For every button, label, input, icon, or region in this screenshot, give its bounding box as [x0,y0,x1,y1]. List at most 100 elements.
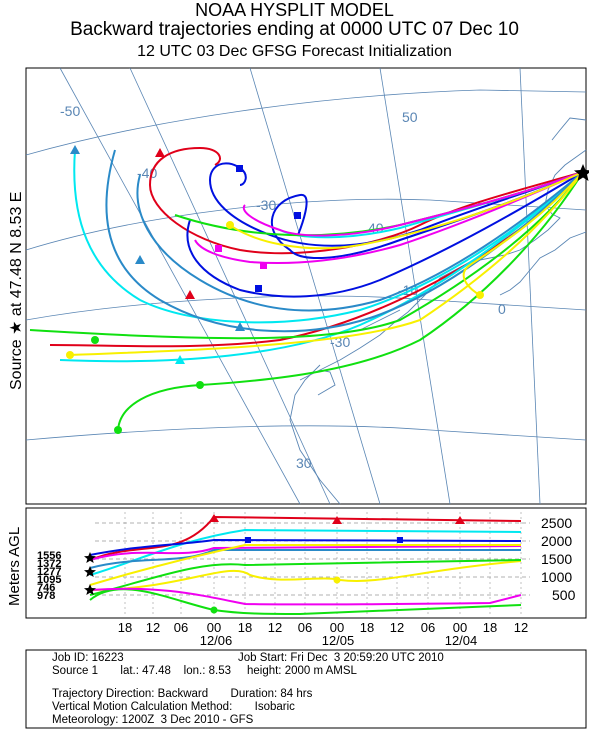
marker [91,336,99,344]
date-label: 12/05 [322,633,355,648]
lat-label: 30 [296,455,312,471]
time-tick: 12 [390,620,404,635]
trajectory-steelblue-1 [105,149,584,333]
height-tick-labels: 2500 2000 1500 1000 500 [541,515,576,603]
start-height-label: 1556 [37,550,61,562]
height-tick: 2000 [541,533,572,549]
source-info: Source 1 lat.: 47.48 lon.: 8.53 height: … [52,665,357,677]
trajectory-yellow-2 [69,171,584,356]
start-stars [84,552,96,595]
time-tick: 00 [330,620,344,635]
marker [135,255,145,264]
height-magenta-2 [89,587,522,606]
marker [397,537,403,543]
footer-frame [25,649,587,729]
marker [70,145,80,154]
start-height-label: 1095 [37,574,61,586]
coastlines [289,117,587,505]
trajectory-magenta-1 [194,171,584,265]
height-tick: 1000 [541,569,572,585]
star-icon [84,552,96,563]
time-tick-labels: 18 12 06 00 18 12 06 00 18 12 06 00 18 1… [118,620,528,648]
marker [236,165,243,172]
job-id: Job ID: 16223 [52,652,124,664]
marker [210,606,218,614]
trajectories [29,146,584,431]
trajectory-markers [66,145,484,434]
height-tick: 500 [552,587,576,603]
height-cyan [89,528,522,576]
height-profiles [89,515,522,616]
start-height-label: 1372 [37,558,61,570]
marker [260,262,267,269]
job-start: Job Start: Fri Dec 3 20:59:20 UTC 2010 [238,652,444,664]
star-icon [84,566,96,577]
height-panel-frame [25,507,587,619]
marker [196,381,204,389]
marker [333,576,341,584]
marker [175,355,185,364]
lon-label: -50 [60,103,80,119]
start-height-labels: 1556 1372 1277 1095 746 978 [37,550,61,602]
start-height-label: 746 [37,582,55,594]
forecast-subtitle: 12 UTC 03 Dec GFSG Forecast Initializati… [137,43,452,60]
marker [155,148,165,157]
marker [215,245,222,252]
time-tick: 06 [174,620,188,635]
time-tick: 18 [118,620,132,635]
marker [209,514,219,522]
height-green-2 [89,588,522,616]
marker [455,516,465,524]
height-tick: 2500 [541,515,572,531]
marker [294,212,301,219]
marker [226,221,234,229]
marker [476,291,484,299]
height-tick: 1500 [541,551,572,567]
trajectory-direction: Trajectory Direction: Backward Duration:… [52,688,313,700]
time-tick: 00 [207,620,221,635]
height-steelblue [89,549,521,569]
trajectory-green-2 [29,171,584,340]
marker [332,516,342,524]
star-icon [574,164,589,181]
height-yellow-2 [89,560,522,591]
time-tick: 12 [268,620,282,635]
marker [235,322,245,331]
marker [255,285,262,292]
trajectory-yellow-1 [462,171,584,296]
time-tick: 12 [514,620,528,635]
marker [114,426,122,434]
map-frame [25,67,587,505]
trajectory-cyan-2 [59,171,584,363]
date-label: 12/04 [445,633,478,648]
time-tick: 06 [421,620,435,635]
height-red [89,515,522,561]
height-markers [209,514,465,614]
trajectory-magenta-2 [242,171,584,237]
star-icon [84,584,96,595]
lon-label: 0 [498,301,506,317]
trajectory-blue-3 [186,171,584,298]
time-tick: 18 [238,620,252,635]
start-height-label: 1277 [37,566,61,578]
time-tick: 18 [360,620,374,635]
marker [185,290,195,299]
graticule [25,67,587,505]
time-tick: 06 [298,620,312,635]
trajectory-cyan-1 [73,149,584,324]
vertical-motion: Vertical Motion Calculation Method: Isob… [52,701,295,713]
lon-label: -30 [256,197,276,213]
lat-label: 50 [402,109,418,125]
height-blue [89,538,522,556]
marker [245,537,251,543]
model-title: NOAA HYSPLIT MODEL [195,0,394,20]
trajectory-title: Backward trajectories ending at 0000 UTC… [70,19,519,40]
marker [66,351,74,359]
height-yellow-1 [89,544,521,586]
date-label: 12/06 [200,633,233,648]
time-tick: 12 [146,620,160,635]
trajectory-steelblue-2 [136,171,584,312]
time-tick: 00 [453,620,467,635]
trajectory-yellow-3 [229,171,584,250]
